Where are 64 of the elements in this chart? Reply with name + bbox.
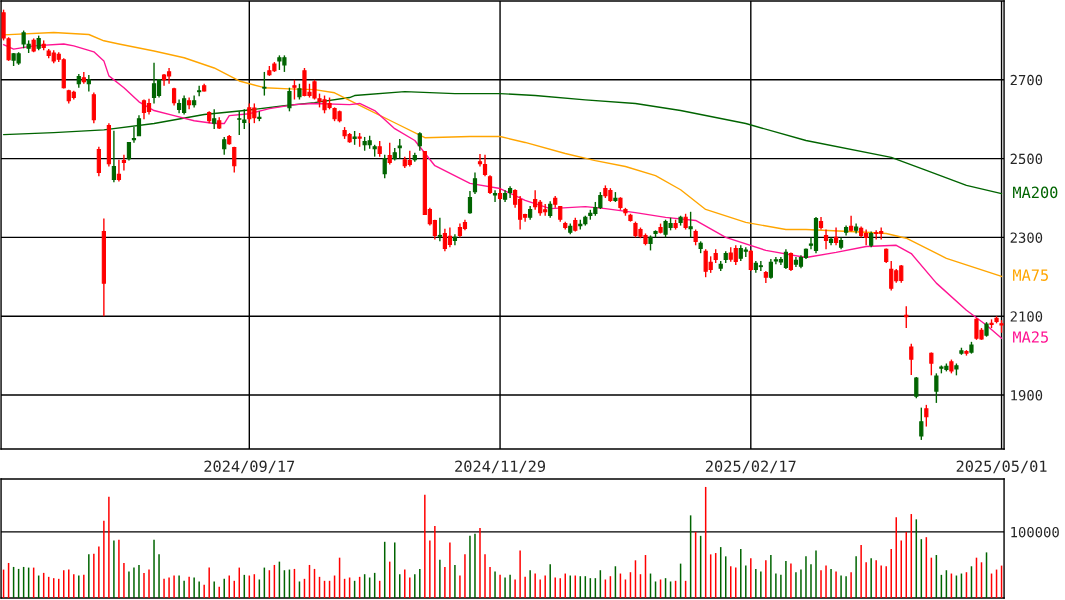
line-series bbox=[2, 43, 1003, 339]
candlestick bbox=[848, 215, 854, 233]
series-label: MA200 bbox=[1013, 186, 1058, 199]
candlestick bbox=[472, 171, 478, 195]
y-tick-label: 2300 bbox=[1010, 232, 1043, 243]
x-tick-label: 2025/02/17 bbox=[705, 460, 796, 474]
candlestick bbox=[452, 233, 458, 246]
candlestick bbox=[387, 142, 392, 166]
candlestick bbox=[237, 110, 242, 136]
candlestick bbox=[232, 146, 237, 174]
candlestick bbox=[477, 153, 483, 168]
candlestick bbox=[783, 248, 789, 270]
candlestick bbox=[131, 126, 137, 144]
series-label: MA25 bbox=[1013, 331, 1048, 343]
candlestick bbox=[788, 251, 794, 272]
y-tick-label: 100000 bbox=[1011, 526, 1059, 538]
candlestick bbox=[924, 404, 929, 428]
candlestick bbox=[929, 351, 934, 377]
candlestick bbox=[919, 406, 924, 441]
candlestick bbox=[442, 228, 448, 252]
line-series bbox=[2, 90, 1003, 195]
x-tick-label: 2024/11/29 bbox=[455, 460, 546, 474]
candlestick bbox=[96, 146, 101, 178]
candlestick bbox=[437, 217, 442, 243]
candlestick bbox=[778, 256, 784, 266]
candlestick bbox=[533, 189, 538, 211]
candlestick bbox=[733, 244, 738, 266]
y-tick-label: 2100 bbox=[1010, 311, 1043, 322]
candlestick bbox=[197, 85, 202, 98]
candlestick bbox=[447, 226, 453, 248]
candlestick bbox=[212, 108, 217, 130]
candlestick bbox=[136, 114, 142, 137]
candlestick bbox=[86, 74, 91, 93]
candlestick bbox=[262, 71, 267, 97]
candlestick bbox=[121, 153, 127, 172]
candlestick bbox=[166, 67, 172, 85]
candlestick bbox=[467, 190, 473, 215]
candlestick bbox=[823, 228, 829, 250]
candlestick bbox=[934, 372, 939, 404]
candlestick bbox=[909, 343, 914, 376]
candlestick bbox=[126, 141, 132, 162]
candlestick bbox=[482, 153, 488, 178]
candlestick bbox=[758, 260, 763, 272]
candlestick bbox=[382, 153, 387, 180]
candlestick bbox=[417, 131, 422, 152]
candlestick bbox=[116, 159, 122, 183]
y-tick-label: 2500 bbox=[1010, 153, 1043, 165]
candlestick bbox=[111, 129, 117, 183]
candlestick bbox=[748, 249, 753, 272]
y-tick-label: 2700 bbox=[1010, 74, 1043, 86]
candlestick bbox=[688, 211, 693, 239]
candlestick bbox=[492, 189, 498, 203]
candlestick bbox=[292, 79, 297, 101]
candlestick bbox=[487, 174, 493, 195]
candlestick bbox=[874, 229, 879, 241]
y-tick-label: 1900 bbox=[1011, 390, 1043, 401]
candlestick bbox=[768, 258, 773, 280]
series-label: MA75 bbox=[1013, 269, 1048, 281]
candlestick bbox=[904, 305, 909, 329]
candlestick bbox=[889, 260, 894, 292]
x-tick-label: 2025/05/01 bbox=[956, 460, 1047, 474]
candlestick bbox=[151, 62, 157, 105]
candlestick bbox=[397, 138, 402, 160]
x-tick-label: 2024/09/17 bbox=[204, 460, 295, 474]
